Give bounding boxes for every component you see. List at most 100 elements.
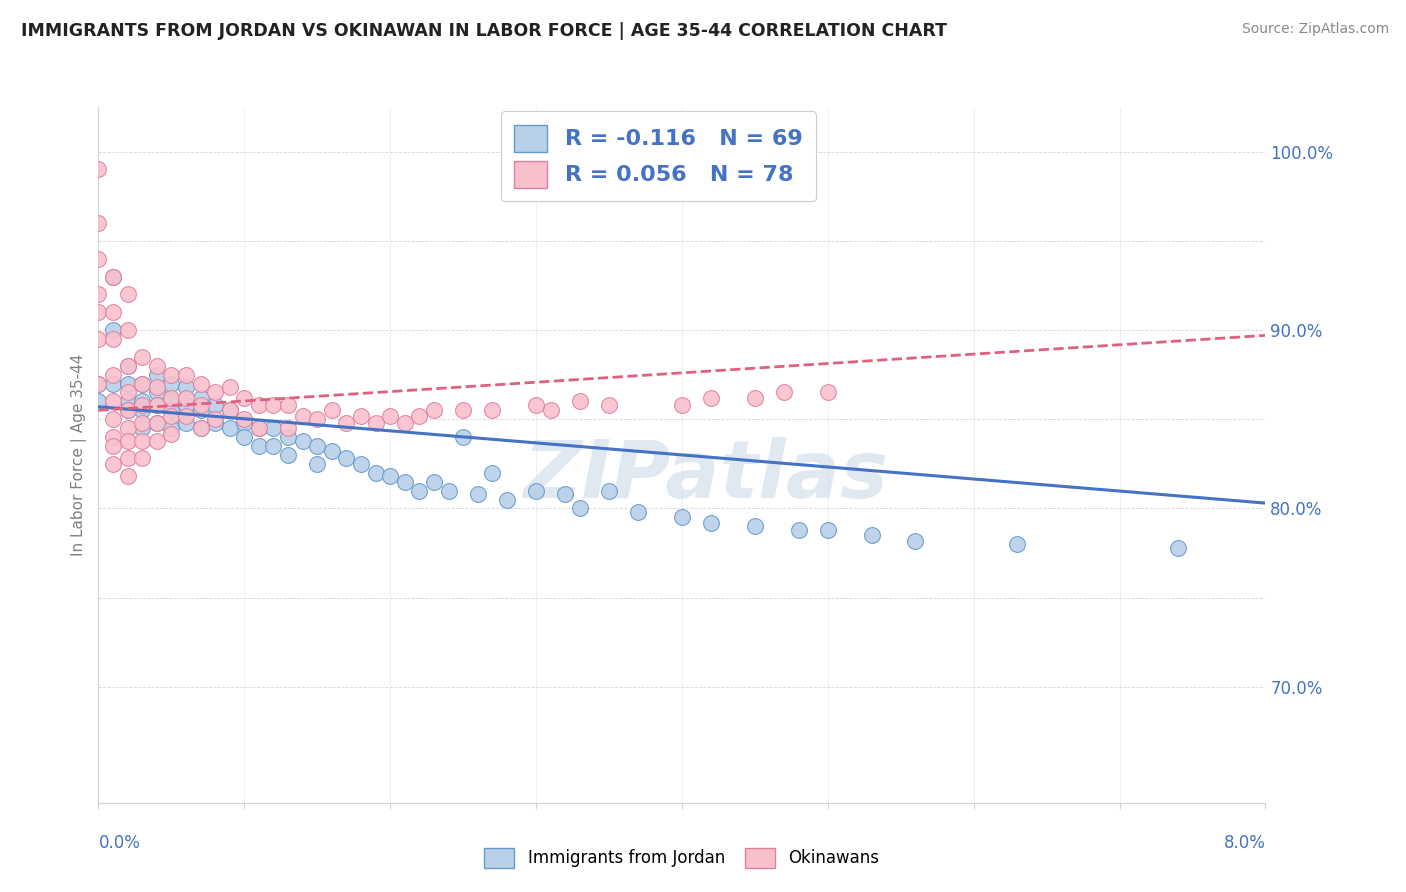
Point xyxy=(146,368,169,382)
Text: Source: ZipAtlas.com: Source: ZipAtlas.com xyxy=(1241,22,1389,37)
Point xyxy=(174,409,197,423)
Point xyxy=(117,421,139,435)
Point xyxy=(335,451,357,466)
Point xyxy=(190,376,212,391)
Point xyxy=(131,451,153,466)
Point xyxy=(364,416,387,430)
Point xyxy=(671,398,693,412)
Point xyxy=(160,391,183,405)
Point xyxy=(568,394,591,409)
Point xyxy=(350,457,373,471)
Point xyxy=(262,439,284,453)
Point xyxy=(190,398,212,412)
Point xyxy=(174,368,197,382)
Point xyxy=(496,492,519,507)
Point xyxy=(101,412,124,426)
Point xyxy=(174,416,197,430)
Point xyxy=(146,380,169,394)
Point xyxy=(101,394,124,409)
Point xyxy=(174,380,197,394)
Point xyxy=(160,368,183,382)
Point xyxy=(481,403,503,417)
Point xyxy=(378,409,402,423)
Point xyxy=(87,376,110,391)
Point xyxy=(204,398,226,412)
Point xyxy=(117,385,139,400)
Point xyxy=(146,385,169,400)
Point xyxy=(146,434,169,448)
Point xyxy=(437,483,460,498)
Point xyxy=(218,421,240,435)
Text: ZIPatlas: ZIPatlas xyxy=(523,437,887,515)
Point xyxy=(131,434,153,448)
Point xyxy=(262,421,284,435)
Point xyxy=(131,398,153,412)
Point xyxy=(700,391,723,405)
Point xyxy=(554,487,576,501)
Point xyxy=(117,451,139,466)
Point xyxy=(190,421,212,435)
Point xyxy=(160,403,183,417)
Point xyxy=(117,469,139,483)
Point xyxy=(335,416,357,430)
Point xyxy=(117,359,139,373)
Point xyxy=(101,430,124,444)
Point xyxy=(190,403,212,417)
Text: 0.0%: 0.0% xyxy=(98,834,141,852)
Point xyxy=(904,533,927,548)
Point xyxy=(190,391,212,405)
Point xyxy=(131,376,153,391)
Point xyxy=(423,403,446,417)
Point xyxy=(87,305,110,319)
Point xyxy=(101,457,124,471)
Point xyxy=(540,403,562,417)
Point xyxy=(364,466,387,480)
Point xyxy=(524,398,547,412)
Point xyxy=(321,444,343,458)
Point xyxy=(101,269,124,284)
Point xyxy=(101,323,124,337)
Point xyxy=(378,469,402,483)
Point xyxy=(87,252,110,266)
Point xyxy=(87,216,110,230)
Point xyxy=(117,287,139,301)
Point xyxy=(568,501,591,516)
Point xyxy=(101,269,124,284)
Point xyxy=(233,412,256,426)
Point xyxy=(131,376,153,391)
Point xyxy=(101,439,124,453)
Point xyxy=(146,416,169,430)
Point xyxy=(117,403,139,417)
Point xyxy=(744,519,766,533)
Point xyxy=(117,394,139,409)
Point xyxy=(87,332,110,346)
Point xyxy=(117,376,139,391)
Point xyxy=(307,457,329,471)
Point xyxy=(1167,541,1189,555)
Point xyxy=(101,332,124,346)
Point xyxy=(451,430,474,444)
Point xyxy=(394,475,416,489)
Point xyxy=(321,403,343,417)
Point xyxy=(277,430,299,444)
Point xyxy=(160,421,183,435)
Point xyxy=(174,391,197,405)
Point xyxy=(117,323,139,337)
Point xyxy=(233,416,256,430)
Point xyxy=(291,434,314,448)
Point xyxy=(174,398,197,412)
Point xyxy=(131,416,153,430)
Point xyxy=(247,439,270,453)
Point xyxy=(423,475,446,489)
Point xyxy=(247,421,270,435)
Point xyxy=(117,403,139,417)
Point xyxy=(233,430,256,444)
Point xyxy=(451,403,474,417)
Point xyxy=(307,439,329,453)
Point xyxy=(817,385,839,400)
Point xyxy=(160,409,183,423)
Point xyxy=(277,421,299,435)
Point xyxy=(277,398,299,412)
Point xyxy=(350,409,373,423)
Point xyxy=(394,416,416,430)
